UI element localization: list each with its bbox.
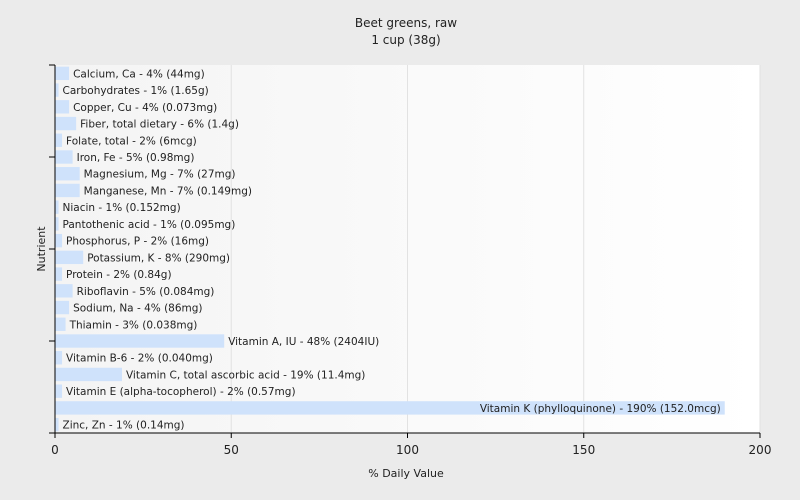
bar-label: Calcium, Ca - 4% (44mg)	[73, 68, 205, 80]
bar	[55, 83, 59, 97]
bar	[55, 284, 73, 298]
bar-label: Iron, Fe - 5% (0.98mg)	[77, 152, 195, 164]
bar-label: Vitamin A, IU - 48% (2404IU)	[228, 336, 379, 348]
bar	[55, 417, 59, 432]
x-tick-label: 50	[224, 443, 239, 457]
bar-label: Sodium, Na - 4% (86mg)	[73, 303, 202, 315]
bar-label: Riboflavin - 5% (0.084mg)	[77, 286, 215, 298]
bar-label: Vitamin B-6 - 2% (0.040mg)	[66, 353, 213, 365]
bar-label: Pantothenic acid - 1% (0.095mg)	[63, 219, 236, 231]
bar	[55, 217, 59, 231]
bar	[55, 100, 70, 114]
x-axis-ticks: 0 50 100 150 200	[51, 433, 771, 457]
bar-label: Folate, total - 2% (6mcg)	[66, 135, 197, 147]
bar	[55, 66, 70, 81]
bar-label: Thiamin - 3% (0.038mg)	[69, 319, 198, 331]
bar	[55, 200, 59, 214]
bar-label: Fiber, total dietary - 6% (1.4g)	[80, 119, 239, 131]
bar	[55, 250, 84, 265]
bar	[55, 334, 225, 348]
grid-lines	[230, 65, 761, 433]
bar-label: Magnesium, Mg - 7% (27mg)	[84, 169, 236, 181]
bar	[55, 401, 725, 415]
bar	[55, 300, 70, 315]
chart-title: Beet greens, raw	[355, 16, 457, 30]
y-axis-label: Nutrient	[35, 226, 48, 272]
bar	[55, 133, 63, 147]
bars	[55, 66, 725, 432]
x-tick-label: 200	[749, 443, 772, 457]
bar	[55, 384, 63, 398]
bar	[55, 183, 80, 198]
chart-subtitle: 1 cup (38g)	[371, 33, 440, 47]
bar-label: Manganese, Mn - 7% (0.149mg)	[84, 185, 252, 197]
x-tick-label: 0	[51, 443, 59, 457]
x-axis-label: % Daily Value	[368, 467, 444, 480]
y-axis-ticks	[49, 64, 55, 434]
bar	[55, 150, 73, 164]
bar-label: Carbohydrates - 1% (1.65g)	[63, 85, 209, 97]
bar	[55, 116, 77, 131]
bar	[55, 351, 63, 365]
bar-label: Vitamin E (alpha-tocopherol) - 2% (0.57m…	[66, 386, 295, 398]
bar	[55, 233, 63, 248]
bar-labels: Calcium, Ca - 4% (44mg) Carbohydrates - 1…	[63, 68, 721, 431]
bar	[55, 267, 63, 281]
bar-label: Vitamin C, total ascorbic acid - 19% (11…	[126, 369, 365, 381]
bar-label: Niacin - 1% (0.152mg)	[63, 202, 181, 214]
x-tick-label: 150	[572, 443, 595, 457]
bar-label: Copper, Cu - 4% (0.073mg)	[73, 102, 217, 114]
bar-label: Vitamin K (phylloquinone) - 190% (152.0m…	[480, 403, 721, 415]
bar-label: Phosphorus, P - 2% (16mg)	[66, 236, 209, 248]
bar-label: Protein - 2% (0.84g)	[66, 269, 172, 281]
bar-label: Zinc, Zn - 1% (0.14mg)	[63, 420, 185, 432]
x-tick-label: 100	[396, 443, 419, 457]
bar	[55, 167, 80, 181]
bar	[55, 367, 122, 382]
bar-label: Potassium, K - 8% (290mg)	[87, 252, 230, 264]
bar	[55, 317, 66, 331]
